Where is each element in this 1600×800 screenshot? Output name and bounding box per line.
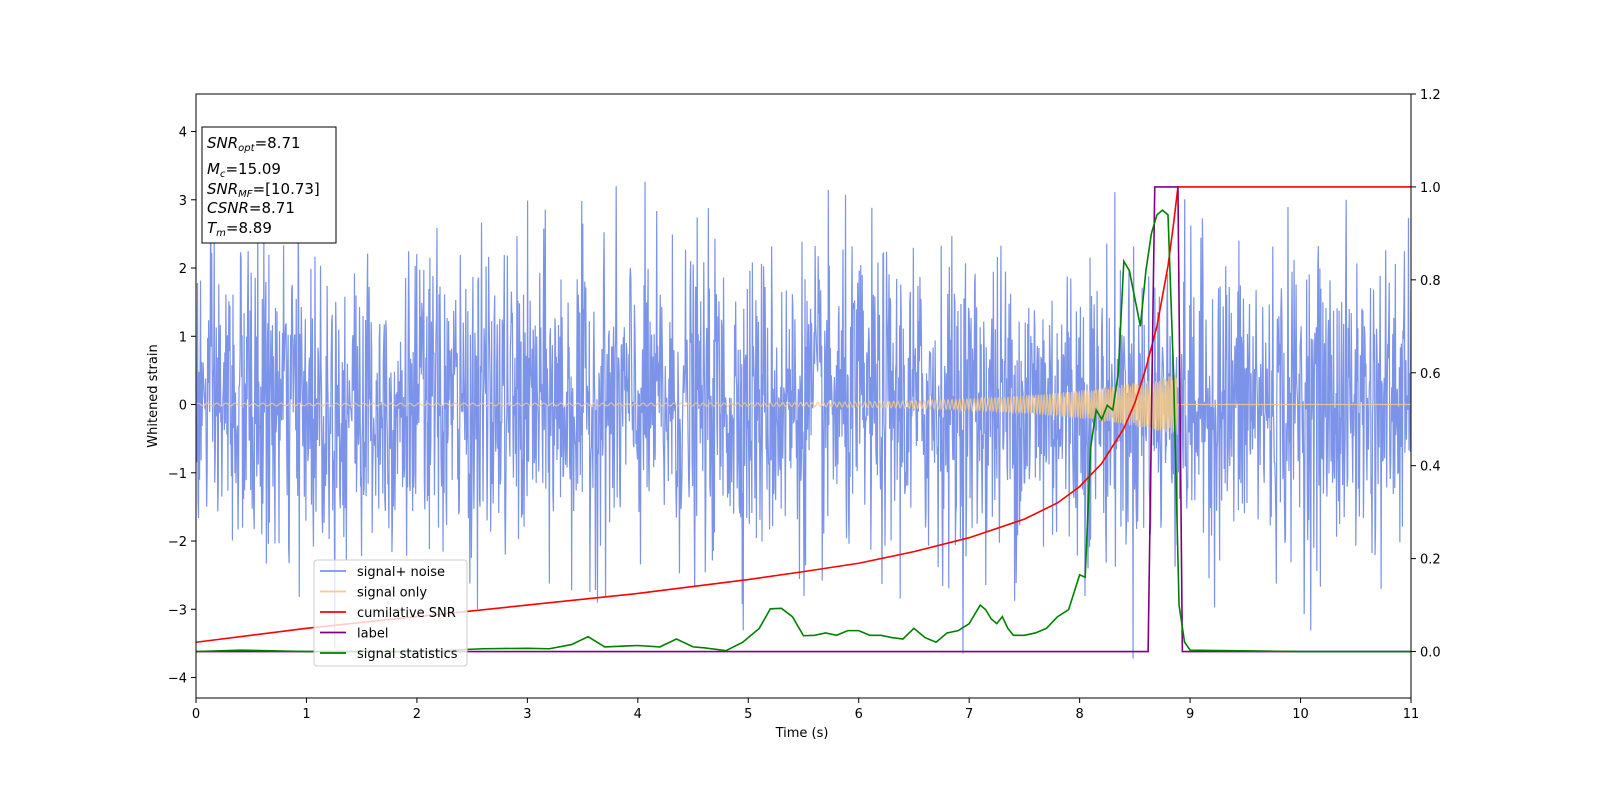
y-left-tick-label: 2 [179,262,187,277]
legend-label: cumilative SNR [357,606,456,621]
y-right-tick-label: 1.2 [1420,88,1441,103]
series-group [196,181,1411,659]
plot-frame [195,93,1412,699]
y-axis-left: 4 3 2 1 0 −1 −2 −3 −4 [168,126,196,687]
y-left-tick-label: −3 [168,603,187,618]
y-left-tick-label: 4 [179,126,187,141]
x-tick-label: 7 [965,707,973,722]
x-tick-label: 11 [1403,707,1420,722]
y-left-tick-label: 1 [179,330,187,345]
legend-label: signal only [357,586,427,601]
y-left-tick-label: −2 [168,535,187,550]
info-sub: m [216,228,226,239]
legend-label: label [357,627,388,642]
info-var: CSNR [207,199,249,217]
info-line: Tm=8.89 [207,219,272,239]
legend-frame [313,559,468,667]
y-left-tick-label: −1 [168,467,187,482]
y-right-tick-label: 0.6 [1420,367,1441,382]
y-right-tick-label: 0.8 [1420,274,1441,289]
info-var: M [207,160,220,178]
y-right-tick-label: 1.0 [1420,181,1441,196]
x-tick-label: 1 [302,707,310,722]
y-axis-label: Whitened strain [146,344,161,447]
legend-label: signal statistics [357,647,458,662]
y-right-tick-label: 0.0 [1420,646,1441,661]
x-tick-label: 8 [1075,707,1083,722]
x-tick-label: 5 [744,707,752,722]
x-tick-label: 0 [192,707,200,722]
x-tick-label: 2 [413,707,421,722]
info-sub: c [220,169,226,180]
info-value: =15.09 [225,160,281,178]
x-tick-label: 3 [523,707,531,722]
info-line: SNRopt=8.71 [207,134,301,154]
info-box: SNRopt=8.71Mc=15.09SNRMF=[10.73]CSNR=8.7… [201,126,337,244]
x-tick-label: 9 [1186,707,1194,722]
series-signal-statistics [196,209,1411,653]
y-left-tick-label: 0 [179,399,187,414]
info-sub: MF [238,189,253,200]
info-value: =[10.73] [253,180,320,198]
x-axis-label: Time (s) [775,726,829,741]
y-axis-right: 1.2 1.0 0.8 0.6 0.4 0.2 0.0 [1411,88,1441,661]
y-left-tick-label: 3 [179,194,187,209]
info-value: =8.89 [226,219,272,237]
series-label [196,186,1411,653]
y-right-tick-label: 0.4 [1420,460,1441,475]
info-line: CSNR=8.71 [207,199,295,217]
info-var: SNR [207,180,238,198]
y-left-tick-label: −4 [168,672,187,687]
x-tick-label: 10 [1292,707,1309,722]
info-value: =8.71 [249,199,295,217]
series-signal-plus-noise [196,181,1411,659]
info-sub: opt [238,143,255,154]
plot-layer [196,181,1411,659]
info-line: SNRMF=[10.73] [207,180,320,200]
legend-label: signal+ noise [357,565,445,580]
series-signal-only [196,374,1411,435]
info-value: =8.71 [255,134,301,152]
info-line: Mc=15.09 [207,160,281,180]
info-var: T [207,219,218,237]
info-var: SNR [207,134,238,152]
x-tick-label: 6 [855,707,863,722]
x-tick-label: 4 [634,707,642,722]
info-box-frame [201,126,337,244]
legend: signal+ noise signal only cumilative SNR la… [313,559,468,667]
x-axis: 0 1 2 3 4 5 6 7 8 9 10 11 [192,698,1419,722]
y-right-tick-label: 0.2 [1420,553,1441,568]
series-cumulative-snr [196,186,1411,644]
